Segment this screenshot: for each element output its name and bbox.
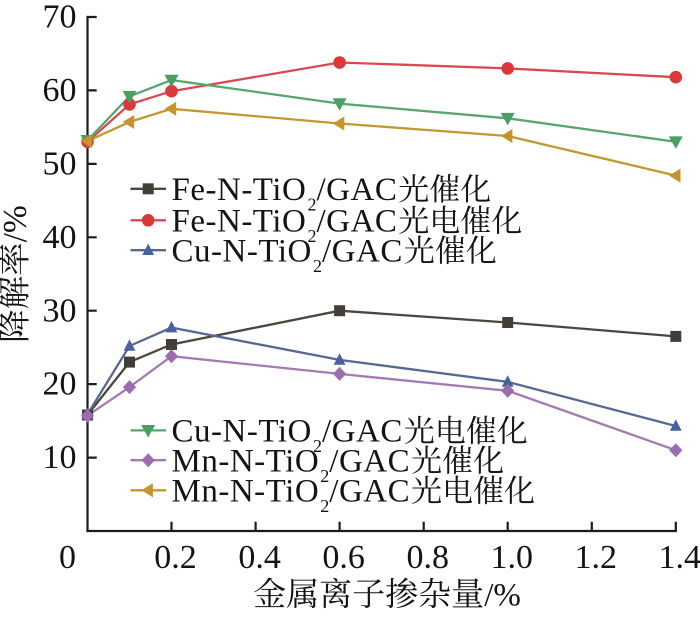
svg-text:0.6: 0.6 — [322, 539, 365, 576]
svg-text:70: 70 — [43, 0, 77, 36]
svg-text:/%: /% — [484, 578, 521, 614]
svg-text:Fe-N-TiO: Fe-N-TiO — [172, 172, 307, 208]
svg-text:/GAC: /GAC — [329, 474, 410, 510]
svg-text:2: 2 — [308, 226, 317, 246]
svg-text:Mn-N-TiO: Mn-N-TiO — [172, 474, 320, 510]
svg-text:0.4: 0.4 — [238, 539, 281, 576]
svg-text:/%: /% — [0, 205, 34, 242]
svg-text:Cu-N-TiO: Cu-N-TiO — [172, 414, 312, 450]
svg-text:1.2: 1.2 — [575, 539, 618, 576]
svg-text:Mn-N-TiO: Mn-N-TiO — [172, 444, 320, 480]
svg-text:2: 2 — [320, 496, 329, 516]
svg-text:20: 20 — [43, 366, 77, 403]
svg-text:Fe-N-TiO: Fe-N-TiO — [172, 204, 307, 240]
svg-text:1.0: 1.0 — [490, 539, 533, 576]
svg-text:2: 2 — [313, 436, 322, 456]
svg-text:/GAC: /GAC — [322, 414, 403, 450]
svg-text:60: 60 — [43, 72, 77, 109]
svg-text:0: 0 — [59, 539, 76, 576]
svg-text:30: 30 — [43, 292, 77, 329]
svg-text:2: 2 — [308, 195, 317, 215]
svg-text:1.4: 1.4 — [659, 539, 700, 576]
svg-text:50: 50 — [43, 146, 77, 183]
svg-text:40: 40 — [43, 219, 77, 256]
svg-text:10: 10 — [43, 439, 77, 476]
svg-text:/GAC: /GAC — [317, 204, 398, 240]
svg-text:0.8: 0.8 — [406, 539, 449, 576]
svg-text:/GAC: /GAC — [329, 444, 410, 480]
svg-text:/GAC: /GAC — [317, 172, 398, 208]
svg-text:2: 2 — [313, 256, 322, 276]
svg-text:Cu-N-TiO: Cu-N-TiO — [172, 234, 312, 270]
svg-text:2: 2 — [320, 466, 329, 486]
svg-text:/GAC: /GAC — [322, 234, 403, 270]
svg-text:0.2: 0.2 — [154, 539, 197, 576]
